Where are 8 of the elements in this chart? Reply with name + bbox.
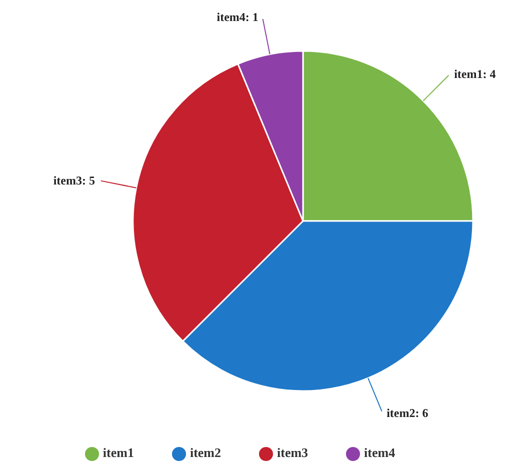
- data-label: item1: 4: [454, 66, 496, 81]
- legend-label: item4: [364, 444, 396, 460]
- legend-label: item3: [277, 444, 308, 460]
- data-label: item4: 1: [216, 10, 258, 24]
- legend-label: item1: [102, 444, 134, 460]
- data-label: item3: 5: [53, 173, 95, 188]
- legend-label: item2: [190, 444, 221, 460]
- data-label: item2: 6: [386, 406, 428, 420]
